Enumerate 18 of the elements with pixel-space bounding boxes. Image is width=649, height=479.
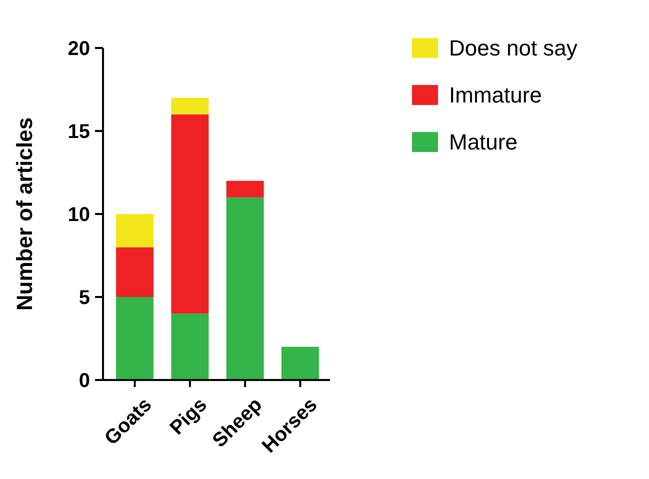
y-tick-label: 10	[68, 204, 90, 226]
legend-label: Does not say	[449, 36, 578, 61]
bar	[281, 346, 319, 380]
bar	[226, 197, 264, 380]
y-tick-label: 15	[68, 121, 90, 143]
bar	[171, 114, 209, 314]
y-tick-label: 20	[68, 38, 90, 60]
bar	[171, 314, 209, 380]
bar	[116, 214, 154, 248]
y-tick-label: 0	[78, 370, 90, 392]
bar	[171, 98, 209, 114]
legend-label: Mature	[449, 130, 518, 155]
bar	[116, 297, 154, 380]
y-tick-label: 5	[78, 287, 90, 309]
bar	[116, 247, 154, 297]
legend-label: Immature	[449, 82, 542, 108]
bar	[226, 180, 264, 198]
y-axis-title: Number of articles	[12, 117, 37, 311]
